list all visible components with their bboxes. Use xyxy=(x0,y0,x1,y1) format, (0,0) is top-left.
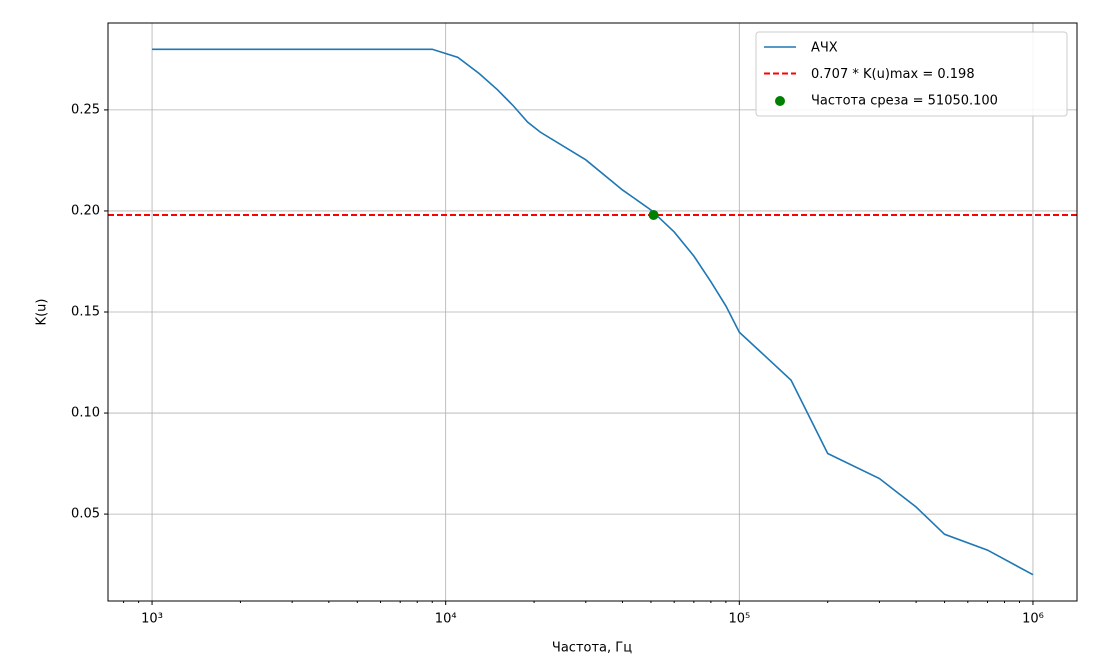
x-tick-label: 10⁴ xyxy=(435,612,457,627)
legend-label: АЧХ xyxy=(811,41,838,56)
y-tick-label: 0.25 xyxy=(71,102,100,117)
legend-box xyxy=(755,31,1068,117)
x-tick-label: 10³ xyxy=(141,612,163,627)
data-line xyxy=(152,48,1034,576)
cutoff-point xyxy=(648,209,659,220)
x-axis-label: Частота, Гц xyxy=(552,641,632,656)
y-tick-label: 0.15 xyxy=(71,305,100,320)
y-tick-label: 0.05 xyxy=(71,507,100,522)
x-tick-label: 10⁵ xyxy=(728,612,750,627)
legend-label: 0.707 * K(u)max = 0.198 xyxy=(811,67,975,82)
y-tick-label: 0.20 xyxy=(71,203,100,218)
plot-frame xyxy=(107,22,1078,602)
legend-marker xyxy=(775,96,785,106)
y-tick-label: 0.10 xyxy=(71,406,100,421)
x-tick-label: 10⁶ xyxy=(1022,612,1044,627)
legend-label: Частота среза = 51050.100 xyxy=(811,94,998,109)
y-axis-label: K(u) xyxy=(35,299,50,326)
